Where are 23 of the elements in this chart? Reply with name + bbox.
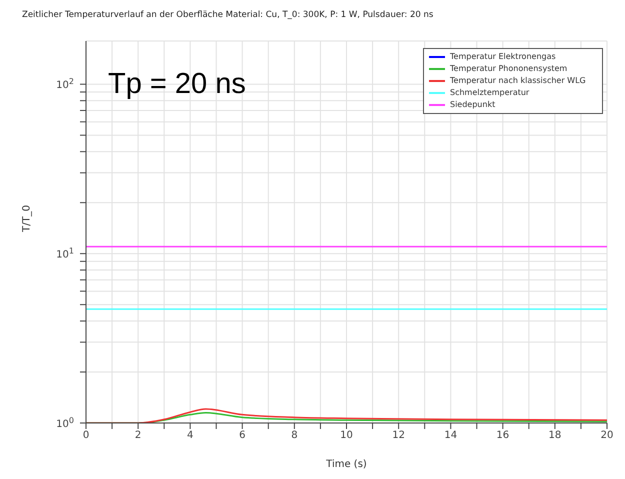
legend-label: Temperatur Elektronengas: [450, 51, 556, 63]
x-tick-label: 6: [239, 430, 246, 441]
x-tick-label: 0: [82, 430, 90, 441]
legend-label: Siedepunkt: [450, 99, 496, 111]
x-tick-label: 8: [291, 430, 298, 441]
y-tick-label: 10$^{2}$: [56, 76, 74, 92]
x-tick-label: 14: [444, 430, 458, 441]
y-axis-title: T/T_0: [22, 205, 33, 233]
legend-label: Temperatur nach klassischer WLG: [450, 75, 586, 87]
x-tick-label: 4: [187, 430, 194, 441]
y-tick-label: 10$^{0}$: [56, 416, 74, 430]
chart-title: Zeitlicher Temperaturverlauf an der Oberfläche Material: Cu, T_0: 300K, P: 1 W, Pulsdauer: 20 ns: [22, 10, 434, 20]
annotation: Tp = 20 ns: [108, 68, 246, 101]
x-tick-label: 18: [548, 430, 562, 441]
x-tick-label: 12: [392, 430, 405, 441]
x-tick-label: 2: [134, 430, 142, 441]
x-tick-label: 20: [600, 430, 614, 441]
y-tick-label: 10$^{1}$: [56, 246, 74, 261]
legend-label: Schmelztemperatur: [450, 87, 530, 99]
x-tick-label: 16: [496, 430, 510, 441]
legend-label: Temperatur Phononensystem: [450, 63, 568, 75]
x-tick-label: 10: [340, 430, 353, 441]
x-axis-title: Time (s): [325, 459, 367, 470]
